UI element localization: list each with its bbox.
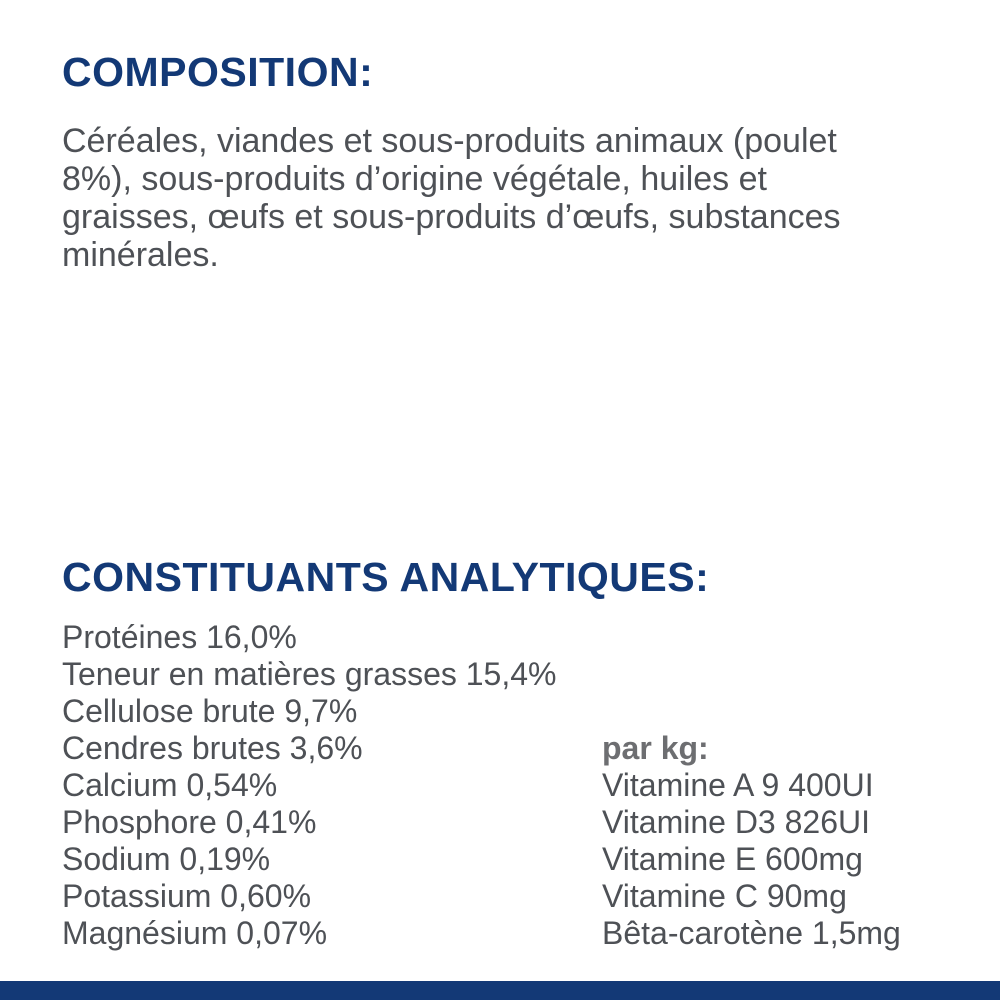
- vitamin-line: Vitamine A 9 400UI: [602, 767, 874, 803]
- per-kg-column: par kg: Vitamine A 9 400UI Vitamine D3 8…: [602, 730, 901, 952]
- nutrient-line: Magnésium 0,07%: [62, 915, 328, 951]
- nutrient-line: Teneur en matières grasses 15,4%: [62, 656, 557, 692]
- nutrients-list: Protéines 16,0% Teneur en matières grass…: [62, 619, 556, 952]
- composition-line: 8%), sous-produits d’origine végétale, h…: [62, 160, 767, 198]
- nutrient-line: Cendres brutes 3,6%: [62, 730, 363, 766]
- composition-line: minérales.: [62, 236, 219, 274]
- nutrient-line: Protéines 16,0%: [62, 619, 297, 655]
- bottom-accent-bar: [0, 981, 1000, 1000]
- composition-line: graisses, œufs et sous-produits d’œufs, …: [62, 198, 841, 236]
- vitamin-line: Vitamine D3 826UI: [602, 804, 870, 840]
- nutrient-line: Sodium 0,19%: [62, 841, 271, 877]
- nutrient-line: Calcium 0,54%: [62, 767, 278, 803]
- nutrient-line: Cellulose brute 9,7%: [62, 693, 358, 729]
- nutrient-line: Phosphore 0,41%: [62, 804, 317, 840]
- composition-heading: COMPOSITION:: [62, 49, 374, 95]
- vitamin-line: Vitamine C 90mg: [602, 878, 847, 914]
- per-kg-label: par kg:: [602, 730, 709, 766]
- vitamin-line: Bêta-carotène 1,5mg: [602, 915, 901, 951]
- vitamin-line: Vitamine E 600mg: [602, 841, 863, 877]
- nutrient-line: Potassium 0,60%: [62, 878, 312, 914]
- composition-line: Céréales, viandes et sous-produits anima…: [62, 122, 837, 160]
- composition-body: Céréales, viandes et sous-produits anima…: [62, 122, 841, 274]
- analytical-heading: CONSTITUANTS ANALYTIQUES:: [62, 554, 710, 600]
